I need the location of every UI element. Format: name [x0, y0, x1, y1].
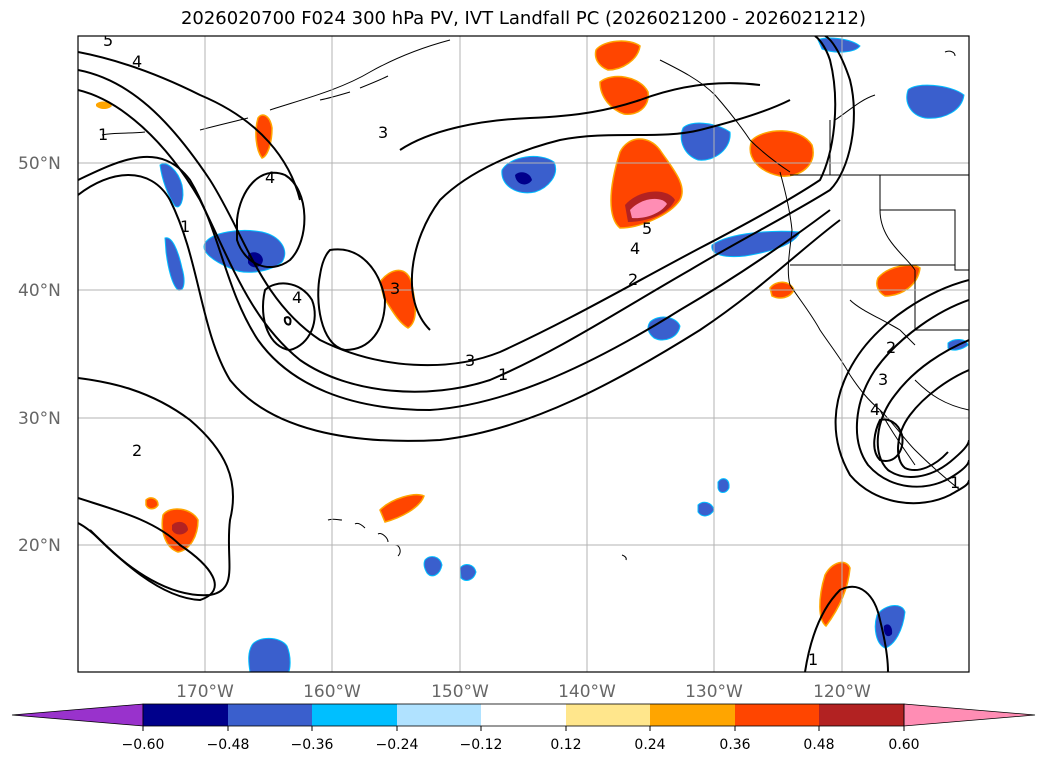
colorbar-bin [228, 704, 312, 726]
contour-labels: 5 4 1 3 4 1 4 3 5 4 2 3 1 2 2 3 4 1 1 [98, 31, 960, 669]
contour-label: 3 [465, 351, 475, 370]
colorbar-high-extend [903, 703, 1036, 727]
blob-neg-8 [159, 163, 184, 208]
colorbar-label: 0.48 [803, 737, 834, 753]
contour-label: 3 [390, 279, 400, 298]
blob-neg-5 [711, 230, 801, 258]
blob-pos-4 [599, 75, 649, 116]
colorbar-bin [735, 704, 819, 726]
lat-label-40: 40°N [18, 281, 61, 301]
ivt-contours [78, 36, 969, 672]
colorbar-frame [142, 703, 905, 727]
contour-label: 1 [180, 217, 190, 236]
map-area [78, 36, 969, 672]
blob-pos-9 [876, 264, 921, 297]
contour-label: 5 [642, 219, 652, 238]
contour-label: 1 [808, 650, 818, 669]
colorbar-bin [819, 704, 904, 726]
colorbar: −0.60 −0.48 −0.36 −0.24 −0.12 0.12 0.24 … [11, 703, 1036, 753]
lon-label-160w: 160°W [303, 682, 361, 702]
colorbar-label: −0.60 [122, 737, 165, 753]
longitude-labels: 170°W 160°W 150°W 140°W 130°W 120°W [176, 682, 871, 702]
blob-pos-12 [145, 497, 159, 510]
lon-label-140w: 140°W [558, 682, 616, 702]
blob-pos-7-core [172, 521, 188, 535]
blob-neg-14 [717, 478, 730, 493]
blob-pos-5 [594, 40, 641, 71]
colorbar-label: 0.60 [888, 737, 919, 753]
colorbar-bin [312, 704, 397, 726]
lon-label-150w: 150°W [431, 682, 489, 702]
colorbar-label: −0.24 [376, 737, 419, 753]
contour-label: 1 [98, 125, 108, 144]
lon-label-130w: 130°W [685, 682, 743, 702]
lat-label-50: 50°N [18, 154, 61, 174]
blob-pos-13 [96, 101, 112, 109]
blob-neg-7 [164, 237, 185, 291]
blob-pos-1-core [630, 198, 667, 219]
colorbar-label: −0.48 [207, 737, 250, 753]
blob-neg-10 [423, 556, 443, 577]
colorbar-bin [566, 704, 650, 726]
colorbar-label: 0.36 [719, 737, 750, 753]
lat-label-30: 30°N [18, 409, 61, 429]
latitude-labels: 20°N 30°N 40°N 50°N [18, 154, 61, 556]
contour-label: 4 [630, 239, 640, 258]
blob-neg-1-core [248, 252, 263, 268]
contour-label: 1 [498, 365, 508, 384]
contour-label: 2 [628, 270, 638, 289]
colorbar-label: −0.12 [460, 737, 503, 753]
contour-label: 3 [878, 370, 888, 389]
contour-label: 4 [292, 288, 302, 307]
blob-neg-9 [248, 637, 291, 672]
blob-pos-3 [379, 269, 416, 329]
contour-label: 4 [870, 400, 880, 419]
lon-label-120w: 120°W [813, 682, 871, 702]
contour-label: 4 [132, 52, 142, 71]
colorbar-bin [143, 704, 228, 726]
blob-pos-2 [749, 130, 814, 177]
colorbar-label: −0.36 [291, 737, 334, 753]
blob-neg-2-core [515, 172, 532, 185]
blob-neg-3 [906, 84, 965, 119]
contour-label: 3 [378, 123, 388, 142]
blob-pos-8 [379, 494, 425, 523]
colorbar-bin [397, 704, 481, 726]
colorbar-ticks [142, 726, 905, 731]
grid [78, 36, 969, 672]
contour-label: 1 [950, 473, 960, 492]
map-title: 2026020700 F024 300 hPa PV, IVT Landfall… [180, 8, 867, 29]
lat-label-20: 20°N [18, 536, 61, 556]
contour-label: 2 [132, 441, 142, 460]
colorbar-bin [650, 704, 735, 726]
blob-neg-12-core [883, 624, 893, 637]
colorbar-bin [481, 704, 566, 726]
contour-label: 5 [103, 31, 113, 50]
colorbar-low-extend [11, 703, 144, 727]
colorbar-label: 0.24 [634, 737, 665, 753]
blob-neg-11 [459, 564, 477, 581]
blob-neg-2 [501, 155, 556, 194]
contour-label: 2 [886, 338, 896, 357]
colorbar-label: 0.12 [550, 737, 581, 753]
map-border [77, 35, 970, 673]
contour-label: 4 [265, 168, 275, 187]
lon-label-170w: 170°W [176, 682, 234, 702]
